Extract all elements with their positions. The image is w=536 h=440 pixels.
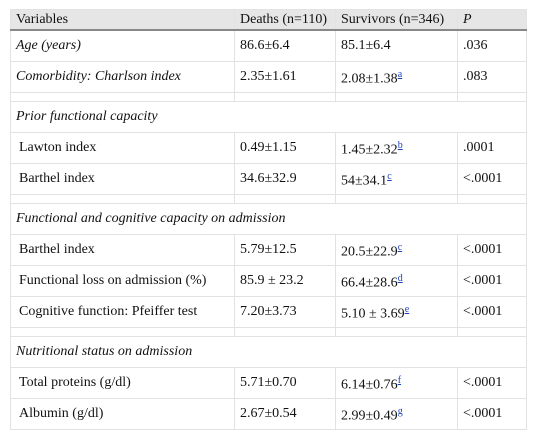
- row-label: Cognitive function: Pfeiffer test: [10, 296, 235, 328]
- footnote-link-c[interactable]: c: [397, 241, 403, 253]
- row-label: Barthel index: [10, 163, 235, 195]
- survivors-cell: 54±34.1c: [335, 163, 458, 195]
- table-row-charlson: Comorbidity: Charlson index 2.35±1.61 2.…: [10, 61, 527, 93]
- section-heading: Nutritional status on admission: [10, 336, 527, 368]
- deaths-value: 5.79±12.5: [234, 234, 336, 266]
- footnote-link-b[interactable]: b: [397, 139, 403, 151]
- survivors-value: 2.99±0.49: [341, 408, 398, 424]
- footnote-link-e[interactable]: e: [404, 303, 410, 315]
- section-heading: Functional and cognitive capacity on adm…: [10, 203, 527, 235]
- survivors-value: 6.14±0.76: [341, 377, 398, 393]
- header-row: Variables Deaths (n=110) Survivors (n=34…: [10, 9, 527, 31]
- footnote-link-c[interactable]: c: [387, 170, 392, 182]
- table-row-barthel-admission: Barthel index 5.79±12.5 20.5±22.9c <.000…: [10, 234, 527, 266]
- statistics-table: Variables Deaths (n=110) Survivors (n=34…: [10, 9, 527, 430]
- section-heading: Prior functional capacity: [10, 101, 527, 133]
- p-value: <.0001: [457, 367, 527, 399]
- row-label: Age (years): [10, 29, 235, 62]
- p-value: <.0001: [457, 234, 527, 266]
- section-admission-capacity: Functional and cognitive capacity on adm…: [10, 203, 527, 235]
- survivors-value: 1.45±2.32: [341, 142, 398, 158]
- row-label: Barthel index: [10, 234, 235, 266]
- section-prior-functional: Prior functional capacity: [10, 101, 527, 133]
- p-value: <.0001: [457, 265, 527, 297]
- row-label: Comorbidity: Charlson index: [10, 61, 235, 93]
- survivors-value: 2.08±1.38: [341, 71, 398, 87]
- survivors-cell: 6.14±0.76f: [335, 367, 458, 399]
- table-row-barthel-prior: Barthel index 34.6±32.9 54±34.1c <.0001: [10, 163, 527, 195]
- survivors-cell: 20.5±22.9c: [335, 234, 458, 266]
- deaths-value: 85.9 ± 23.2: [234, 265, 336, 297]
- row-label: Lawton index: [10, 132, 235, 164]
- table-row-lawton: Lawton index 0.49±1.15 1.45±2.32b .0001: [10, 132, 527, 164]
- survivors-value: 5.10 ± 3.69: [341, 306, 405, 322]
- survivors-value: 54±34.1: [341, 173, 388, 189]
- header-deaths: Deaths (n=110): [234, 9, 336, 31]
- table-row-functional-loss: Functional loss on admission (%) 85.9 ± …: [10, 265, 527, 297]
- survivors-cell: 2.99±0.49g: [335, 398, 458, 430]
- deaths-value: 2.35±1.61: [234, 61, 336, 93]
- table-row-age: Age (years) 86.6±6.4 85.1±6.4 .036: [10, 29, 527, 62]
- section-nutritional-status: Nutritional status on admission: [10, 336, 527, 368]
- table-row-pfeiffer: Cognitive function: Pfeiffer test 7.20±3…: [10, 296, 527, 328]
- survivors-cell: 66.4±28.6d: [335, 265, 458, 297]
- deaths-value: 0.49±1.15: [234, 132, 336, 164]
- survivors-cell: 1.45±2.32b: [335, 132, 458, 164]
- spacer-row: [10, 194, 527, 204]
- footnote-link-a[interactable]: a: [397, 68, 403, 80]
- deaths-value: 34.6±32.9: [234, 163, 336, 195]
- table-row-proteins: Total proteins (g/dl) 5.71±0.70 6.14±0.7…: [10, 367, 527, 399]
- p-value: .0001: [457, 132, 527, 164]
- header-p-value: P: [457, 9, 527, 31]
- deaths-value: 5.71±0.70: [234, 367, 336, 399]
- survivors-value: 66.4±28.6: [341, 275, 398, 291]
- p-value: .036: [457, 29, 527, 62]
- spacer-row: [10, 92, 527, 102]
- header-variables: Variables: [10, 9, 235, 31]
- survivors-value: 85.1±6.4: [335, 29, 458, 62]
- survivors-value: 20.5±22.9: [341, 244, 398, 260]
- row-label: Total proteins (g/dl): [10, 367, 235, 399]
- spacer-row: [10, 327, 527, 337]
- deaths-value: 2.67±0.54: [234, 398, 336, 430]
- footnote-link-g[interactable]: g: [397, 405, 403, 417]
- p-value: <.0001: [457, 398, 527, 430]
- p-value: <.0001: [457, 296, 527, 328]
- p-value: .083: [457, 61, 527, 93]
- footnote-link-f[interactable]: f: [397, 374, 402, 386]
- p-value: <.0001: [457, 163, 527, 195]
- row-label: Albumin (g/dl): [10, 398, 235, 430]
- row-label: Functional loss on admission (%): [10, 265, 235, 297]
- deaths-value: 7.20±3.73: [234, 296, 336, 328]
- survivors-cell: 2.08±1.38a: [335, 61, 458, 93]
- table-row-albumin: Albumin (g/dl) 2.67±0.54 2.99±0.49g <.00…: [10, 398, 527, 430]
- survivors-cell: 5.10 ± 3.69e: [335, 296, 458, 328]
- header-survivors: Survivors (n=346): [335, 9, 458, 31]
- deaths-value: 86.6±6.4: [234, 29, 336, 62]
- footnote-link-d[interactable]: d: [397, 272, 403, 284]
